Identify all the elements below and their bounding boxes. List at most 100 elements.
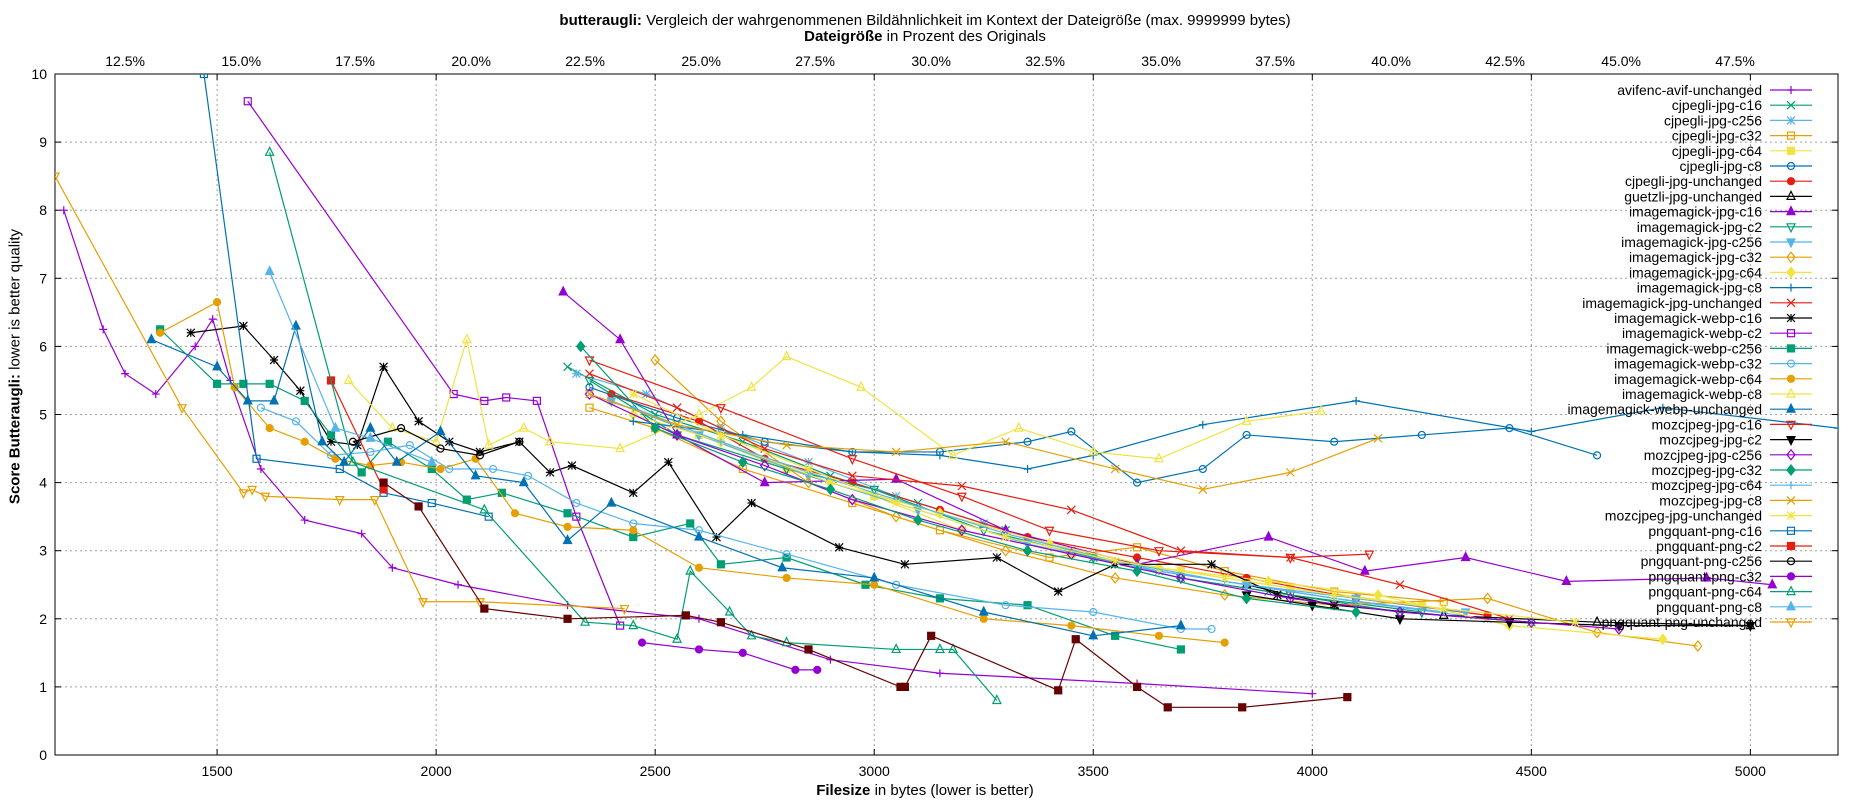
- series-imagemagick-jpg-unchanged: [585, 369, 1514, 624]
- data-point: [891, 498, 901, 508]
- data-point: [629, 403, 638, 412]
- data-point: [1658, 633, 1668, 646]
- data-point: [99, 325, 108, 334]
- data-point: [1786, 329, 1796, 338]
- data-point: [1786, 387, 1796, 398]
- data-point: [1527, 427, 1536, 436]
- legend-item: mozcjpeg-jpg-c2: [1659, 432, 1812, 448]
- legend-label: imagemagick-webp-c32: [1614, 356, 1762, 372]
- data-point: [335, 464, 344, 474]
- data-point: [357, 529, 366, 538]
- data-point: [243, 97, 252, 106]
- data-point: [672, 428, 682, 441]
- y-tick-label: 2: [39, 611, 47, 627]
- data-point: [1013, 421, 1024, 432]
- data-point: [847, 455, 858, 466]
- series-line: [352, 427, 520, 456]
- legend-item: cjpegli-jpg-c64: [1672, 143, 1812, 159]
- data-point: [369, 496, 380, 506]
- data-point: [461, 333, 472, 344]
- series-line: [580, 345, 1357, 613]
- data-point: [510, 509, 520, 518]
- y-tick-label: 1: [39, 679, 47, 695]
- data-point: [256, 464, 265, 473]
- legend-item: cjpegli-jpg-c8: [1680, 158, 1812, 174]
- data-point: [479, 503, 490, 514]
- data-point: [1786, 266, 1796, 279]
- data-point: [1395, 606, 1405, 618]
- data-point: [1786, 131, 1796, 140]
- data-point: [1176, 571, 1186, 584]
- data-point: [747, 498, 756, 508]
- legend-label: pngquant-png-c64: [1648, 584, 1762, 600]
- data-point: [716, 560, 725, 569]
- data-point: [518, 421, 529, 432]
- data-point: [891, 510, 901, 523]
- series-mozcjpeg-jpg-unchanged: [628, 389, 1580, 627]
- data-point: [694, 645, 704, 654]
- data-point: [1786, 585, 1796, 596]
- data-point: [330, 421, 341, 432]
- data-point: [1053, 587, 1063, 596]
- legend-item: imagemagick-webp-c2: [1622, 325, 1812, 341]
- legend-label: imagemagick-jpg-c32: [1629, 249, 1762, 265]
- data-point: [1198, 420, 1207, 429]
- data-point: [405, 441, 414, 450]
- legend-item: cjpegli-jpg-unchanged: [1625, 173, 1812, 189]
- data-point: [474, 598, 485, 609]
- data-point: [295, 386, 305, 396]
- data-point: [1351, 606, 1361, 618]
- data-point: [1263, 530, 1274, 541]
- data-point: [427, 498, 436, 508]
- data-point: [629, 417, 638, 426]
- data-point: [414, 416, 424, 426]
- y-tick-label: 9: [39, 134, 47, 150]
- data-point: [615, 442, 626, 453]
- data-point: [121, 369, 130, 378]
- x-axis-title: Filesize in bytes (lower is better): [816, 782, 1034, 799]
- data-point: [585, 403, 594, 412]
- data-point: [300, 437, 309, 446]
- series-line: [641, 642, 818, 671]
- data-point: [515, 437, 524, 446]
- data-point: [146, 333, 157, 344]
- series-mozcjpeg-jpg-c256: [584, 388, 1624, 635]
- data-point: [1395, 580, 1405, 590]
- data-point: [585, 383, 594, 392]
- data-point: [1023, 601, 1032, 610]
- legend-label: imagemagick-jpg-c2: [1637, 219, 1762, 235]
- top-tick-label: 37.5%: [1255, 53, 1295, 69]
- legend-label: cjpegli-jpg-c256: [1664, 112, 1762, 128]
- legend: avifenc-avif-unchangedcjpegli-jpg-c16cjp…: [1567, 82, 1812, 630]
- legend-label: mozcjpeg-jpg-unchanged: [1605, 508, 1762, 524]
- legend-item: mozcjpeg-jpg-c8: [1659, 492, 1812, 508]
- data-point: [672, 403, 682, 413]
- data-point: [300, 396, 309, 405]
- data-point: [641, 389, 651, 399]
- data-point: [616, 621, 625, 630]
- legend-item: imagemagick-jpg-c8: [1637, 280, 1812, 296]
- data-point: [935, 451, 944, 460]
- data-point: [1561, 575, 1572, 585]
- data-point: [567, 461, 577, 470]
- legend-item: pngquant-png-c64: [1648, 584, 1812, 600]
- data-point: [629, 526, 638, 535]
- data-point: [1786, 464, 1796, 476]
- data-point: [563, 362, 572, 372]
- data-point: [650, 354, 660, 366]
- data-point: [396, 424, 406, 433]
- top-tick-label: 47.5%: [1715, 53, 1755, 69]
- legend-item: pngquant-png-c2: [1656, 538, 1812, 554]
- top-tick-label: 30.0%: [911, 53, 951, 69]
- data-point: [782, 573, 791, 583]
- series-mozcjpeg-jpg-c32: [575, 340, 1361, 618]
- data-point: [1343, 693, 1352, 702]
- data-point: [1153, 547, 1164, 558]
- legend-label: avifenc-avif-unchanged: [1617, 82, 1762, 98]
- data-point: [869, 485, 880, 496]
- data-point: [480, 396, 489, 405]
- data-point: [1417, 430, 1426, 440]
- data-point: [900, 559, 910, 569]
- legend-label: cjpegli-jpg-unchanged: [1625, 173, 1762, 189]
- data-point: [208, 315, 217, 324]
